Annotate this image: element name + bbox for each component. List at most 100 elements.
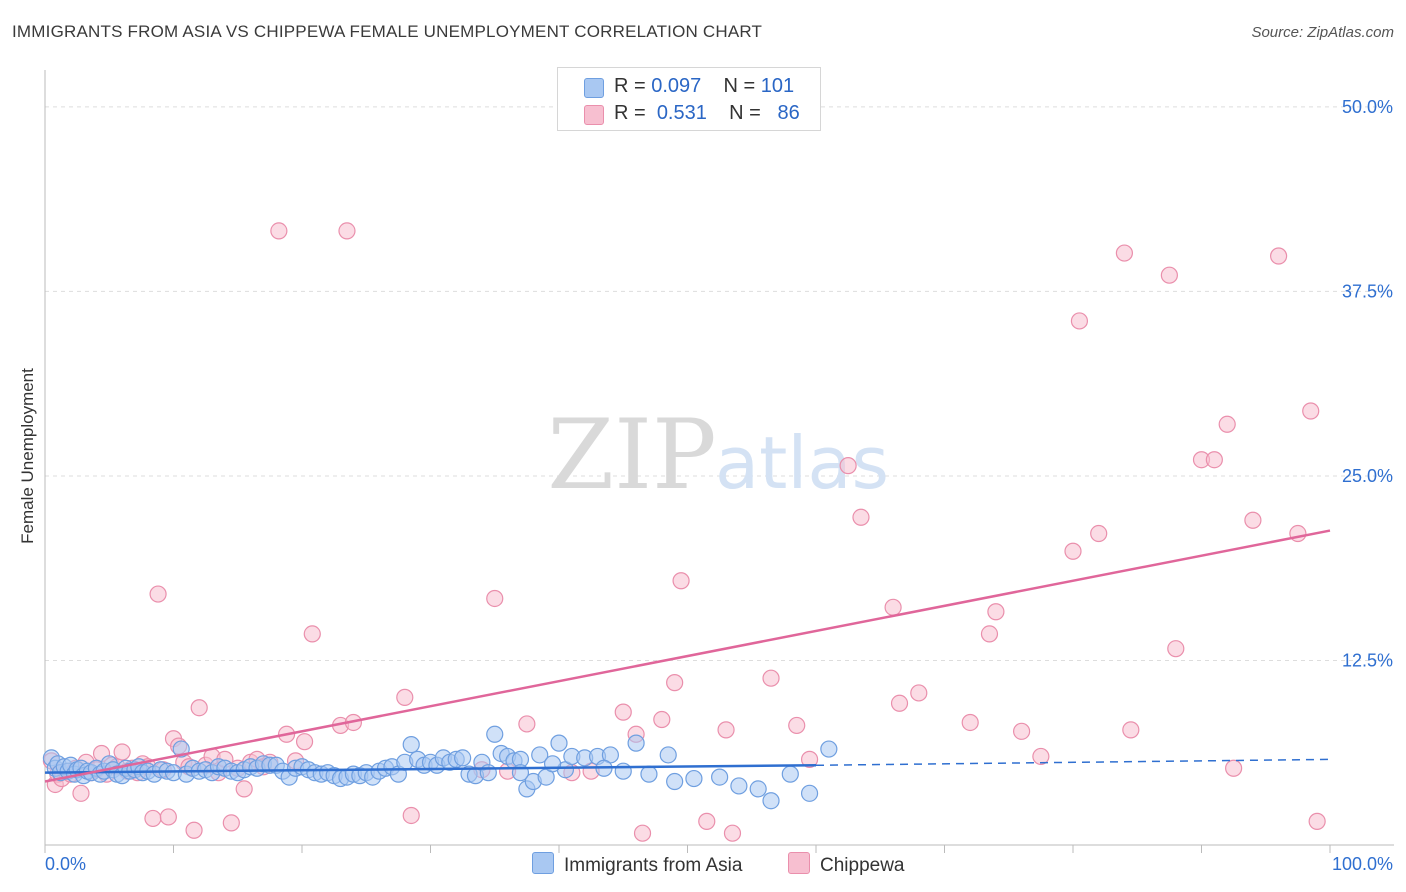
chippewa-point: [144, 809, 162, 828]
chippewa-point: [486, 589, 504, 608]
chippewa-point: [890, 694, 909, 712]
asia-point: [820, 740, 838, 758]
asia-point: [454, 749, 472, 767]
chippewa-point: [1269, 247, 1288, 265]
chippewa-point: [303, 625, 321, 643]
legend-r-label: R =: [614, 75, 646, 97]
chippewa-point: [1205, 451, 1223, 469]
legend-n-label: N =: [723, 75, 756, 97]
asia-point: [711, 768, 729, 786]
asia-point: [614, 762, 632, 780]
chart-title: IMMIGRANTS FROM ASIA VS CHIPPEWA FEMALE …: [12, 22, 763, 41]
chippewa-point: [800, 750, 819, 768]
legend-n-value-chippewa: 86: [777, 102, 800, 124]
asia-point: [550, 734, 568, 752]
asia-point: [730, 777, 748, 795]
chippewa-point: [1032, 747, 1050, 766]
watermark: ZIP atlas: [547, 399, 889, 511]
chippewa-point: [653, 710, 671, 729]
chippewa-point: [666, 674, 684, 692]
chippewa-point: [1218, 415, 1236, 433]
x-tick-label-left: 0.0%: [45, 854, 86, 874]
legend-swatch-chippewa: [584, 105, 604, 125]
chippewa-point: [723, 824, 742, 842]
asia-point: [479, 764, 497, 782]
chippewa-point: [717, 721, 735, 739]
chippewa-point: [1167, 640, 1185, 658]
asia-point: [800, 784, 819, 802]
bottom-legend-asia: Immigrants from Asia: [532, 852, 742, 877]
asia-point: [666, 772, 684, 791]
asia-point: [659, 746, 677, 764]
chippewa-point: [159, 808, 177, 826]
y-tick-label: 50.0%: [1342, 97, 1393, 117]
chippewa-point: [190, 699, 208, 717]
watermark-zip: ZIP: [547, 399, 716, 511]
chippewa-point: [72, 784, 90, 802]
chippewa-point: [839, 457, 857, 475]
chippewa-point: [614, 703, 632, 721]
series-chippewa: [42, 222, 1326, 842]
bottom-legend-chippewa-label: Chippewa: [820, 855, 905, 876]
chippewa-point: [633, 824, 652, 842]
chippewa-point: [396, 688, 414, 706]
series-asia: [42, 725, 838, 810]
watermark-atlas: atlas: [715, 421, 889, 505]
legend-r-label: R =: [614, 102, 646, 124]
x-tick-label-right: 100.0%: [1332, 854, 1393, 874]
stats-legend: R = 0.097 N = 101 R = 0.531 N = 86: [557, 67, 821, 131]
chippewa-point: [1122, 721, 1140, 739]
chippewa-point: [270, 222, 288, 240]
chippewa-point: [1225, 759, 1243, 777]
y-tick-label: 37.5%: [1342, 281, 1393, 301]
chippewa-point: [235, 780, 253, 798]
chippewa-point: [910, 684, 928, 702]
asia-point: [685, 769, 703, 788]
chippewa-point: [149, 585, 167, 603]
chippewa-point: [1090, 524, 1108, 543]
chippewa-point: [852, 508, 870, 526]
chippewa-point: [402, 806, 420, 825]
chippewa-point: [788, 716, 806, 735]
legend-n-label: N =: [729, 102, 761, 124]
asia-point: [762, 792, 780, 810]
chippewa-point: [762, 669, 780, 687]
legend-r-value-chippewa: 0.531: [656, 102, 707, 124]
chippewa-point: [1160, 266, 1178, 284]
bottom-swatch-asia: [532, 852, 554, 874]
legend-n-value-asia: 101: [760, 75, 795, 97]
chippewa-point: [1064, 542, 1082, 560]
chippewa-point: [1012, 722, 1031, 740]
asia-point: [781, 765, 799, 783]
chippewa-point: [884, 598, 902, 616]
chippewa-point: [672, 572, 690, 590]
chippewa-point: [980, 625, 999, 643]
bottom-legend-asia-label: Immigrants from Asia: [564, 855, 743, 876]
chippewa-point: [1308, 812, 1326, 830]
chippewa-point: [1302, 402, 1320, 420]
asia-point: [543, 755, 562, 773]
tick-labels: 12.5% 25.0% 37.5% 50.0% 0.0% 100.0%: [45, 97, 1393, 874]
axes: [44, 70, 1394, 853]
legend-swatch-asia: [584, 78, 604, 98]
grid-lines: [45, 106, 1390, 661]
chippewa-point: [1115, 244, 1134, 262]
asia-trend-extension: [815, 758, 1331, 767]
chippewa-point: [518, 715, 536, 733]
bottom-swatch-chippewa: [788, 852, 810, 874]
chippewa-point: [961, 713, 979, 732]
y-tick-label: 25.0%: [1342, 466, 1393, 486]
asia-trend-line: [44, 764, 817, 774]
legend-r-value-asia: 0.097: [651, 75, 702, 97]
chippewa-point: [987, 603, 1005, 621]
chippewa-point: [698, 812, 716, 830]
chippewa-trend-line: [44, 529, 1331, 783]
asia-point: [749, 780, 767, 798]
chippewa-point: [338, 222, 356, 240]
bottom-legend-chippewa: Chippewa: [788, 852, 905, 877]
chippewa-point: [113, 743, 131, 761]
chippewa-point: [222, 814, 240, 832]
chippewa-point: [1244, 511, 1262, 529]
chippewa-point: [185, 821, 203, 839]
